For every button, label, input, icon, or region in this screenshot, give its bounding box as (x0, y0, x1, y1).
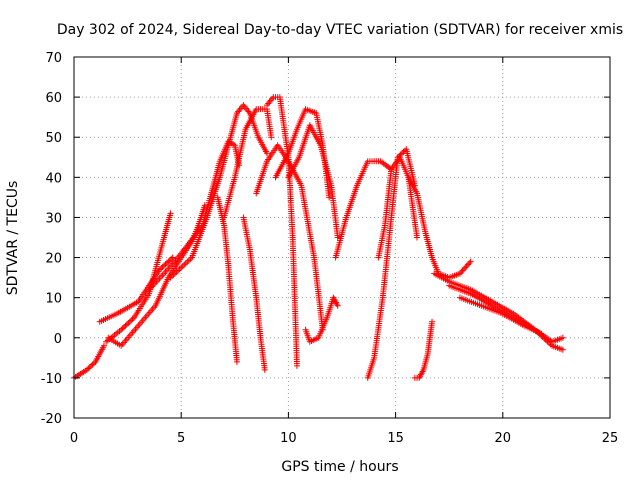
data-point (119, 325, 126, 332)
data-point (86, 364, 93, 371)
x-tick-label: 5 (177, 431, 185, 446)
data-point (334, 302, 341, 309)
y-tick-label: 30 (45, 211, 62, 226)
data-point (162, 261, 169, 268)
data-point (126, 318, 133, 325)
data-point (399, 150, 406, 157)
data-point (88, 362, 95, 369)
data-point (89, 361, 96, 368)
data-point (167, 210, 174, 217)
data-series-sat-c (103, 210, 174, 345)
x-tick-label: 10 (280, 431, 297, 446)
data-series-sat-v (456, 294, 545, 337)
y-tick-label: 50 (45, 131, 62, 146)
chart-title: Day 302 of 2024, Sidereal Day-to-day VTE… (57, 22, 623, 38)
data-point (118, 326, 125, 333)
data-point (121, 324, 128, 331)
data-point (122, 322, 129, 329)
data-points-layer (71, 94, 566, 381)
x-axis-label: GPS time / hours (281, 459, 398, 475)
data-point (128, 317, 135, 324)
data-point (156, 266, 163, 273)
plot-frame (73, 56, 611, 419)
y-tick-label: -20 (41, 412, 62, 427)
x-tick-label: 15 (387, 431, 404, 446)
data-point (400, 148, 407, 155)
x-tick-label: 25 (602, 431, 619, 446)
data-point (268, 134, 275, 141)
data-series-sat-m (285, 122, 341, 241)
y-tick-label: -10 (41, 372, 62, 387)
y-tick-label: 40 (45, 171, 62, 186)
data-series-sat-n (302, 294, 341, 345)
y-tick-label: 0 (54, 332, 62, 347)
data-point (163, 259, 170, 266)
data-point (293, 362, 300, 369)
data-point (168, 255, 175, 262)
data-point (83, 366, 90, 373)
data-point (261, 366, 268, 373)
data-point (161, 262, 168, 269)
data-point (326, 194, 333, 201)
data-series-sat-h (221, 106, 275, 221)
y-tick-label: 20 (45, 252, 62, 267)
data-point (129, 316, 136, 323)
grid-layer (74, 57, 610, 418)
data-point (169, 254, 176, 261)
y-tick-label: 60 (45, 91, 62, 106)
y-tick-label: 10 (45, 292, 62, 307)
data-point (101, 342, 108, 349)
data-point (158, 265, 165, 272)
data-point (538, 330, 545, 337)
x-tick-label: 0 (70, 431, 78, 446)
data-series-sat-i (240, 214, 268, 373)
tick-layer: 0 5 10 15 20 25 -20 -10 0 10 20 30 40 50 60 70 (41, 51, 619, 446)
data-point (263, 150, 270, 157)
data-point (396, 152, 403, 159)
data-point (123, 321, 130, 328)
data-point (201, 202, 208, 209)
data-point (166, 257, 173, 264)
data-point (334, 234, 341, 241)
data-point (233, 358, 240, 365)
data-series-sat-j (263, 94, 300, 369)
y-axis-label: SDTVAR / TECUs (5, 181, 21, 296)
data-point (467, 258, 474, 265)
data-point (165, 258, 172, 265)
data-point (414, 234, 421, 241)
y-tick-label: 70 (45, 51, 62, 66)
data-point (429, 318, 436, 325)
data-point (125, 320, 132, 327)
data-series-sat-s (411, 318, 436, 381)
data-point (559, 346, 566, 353)
data-point (91, 360, 98, 367)
data-series-sat-f (167, 102, 270, 281)
data-point (85, 365, 92, 372)
x-tick-label: 20 (495, 431, 512, 446)
data-point (159, 263, 166, 270)
data-point (559, 334, 566, 341)
